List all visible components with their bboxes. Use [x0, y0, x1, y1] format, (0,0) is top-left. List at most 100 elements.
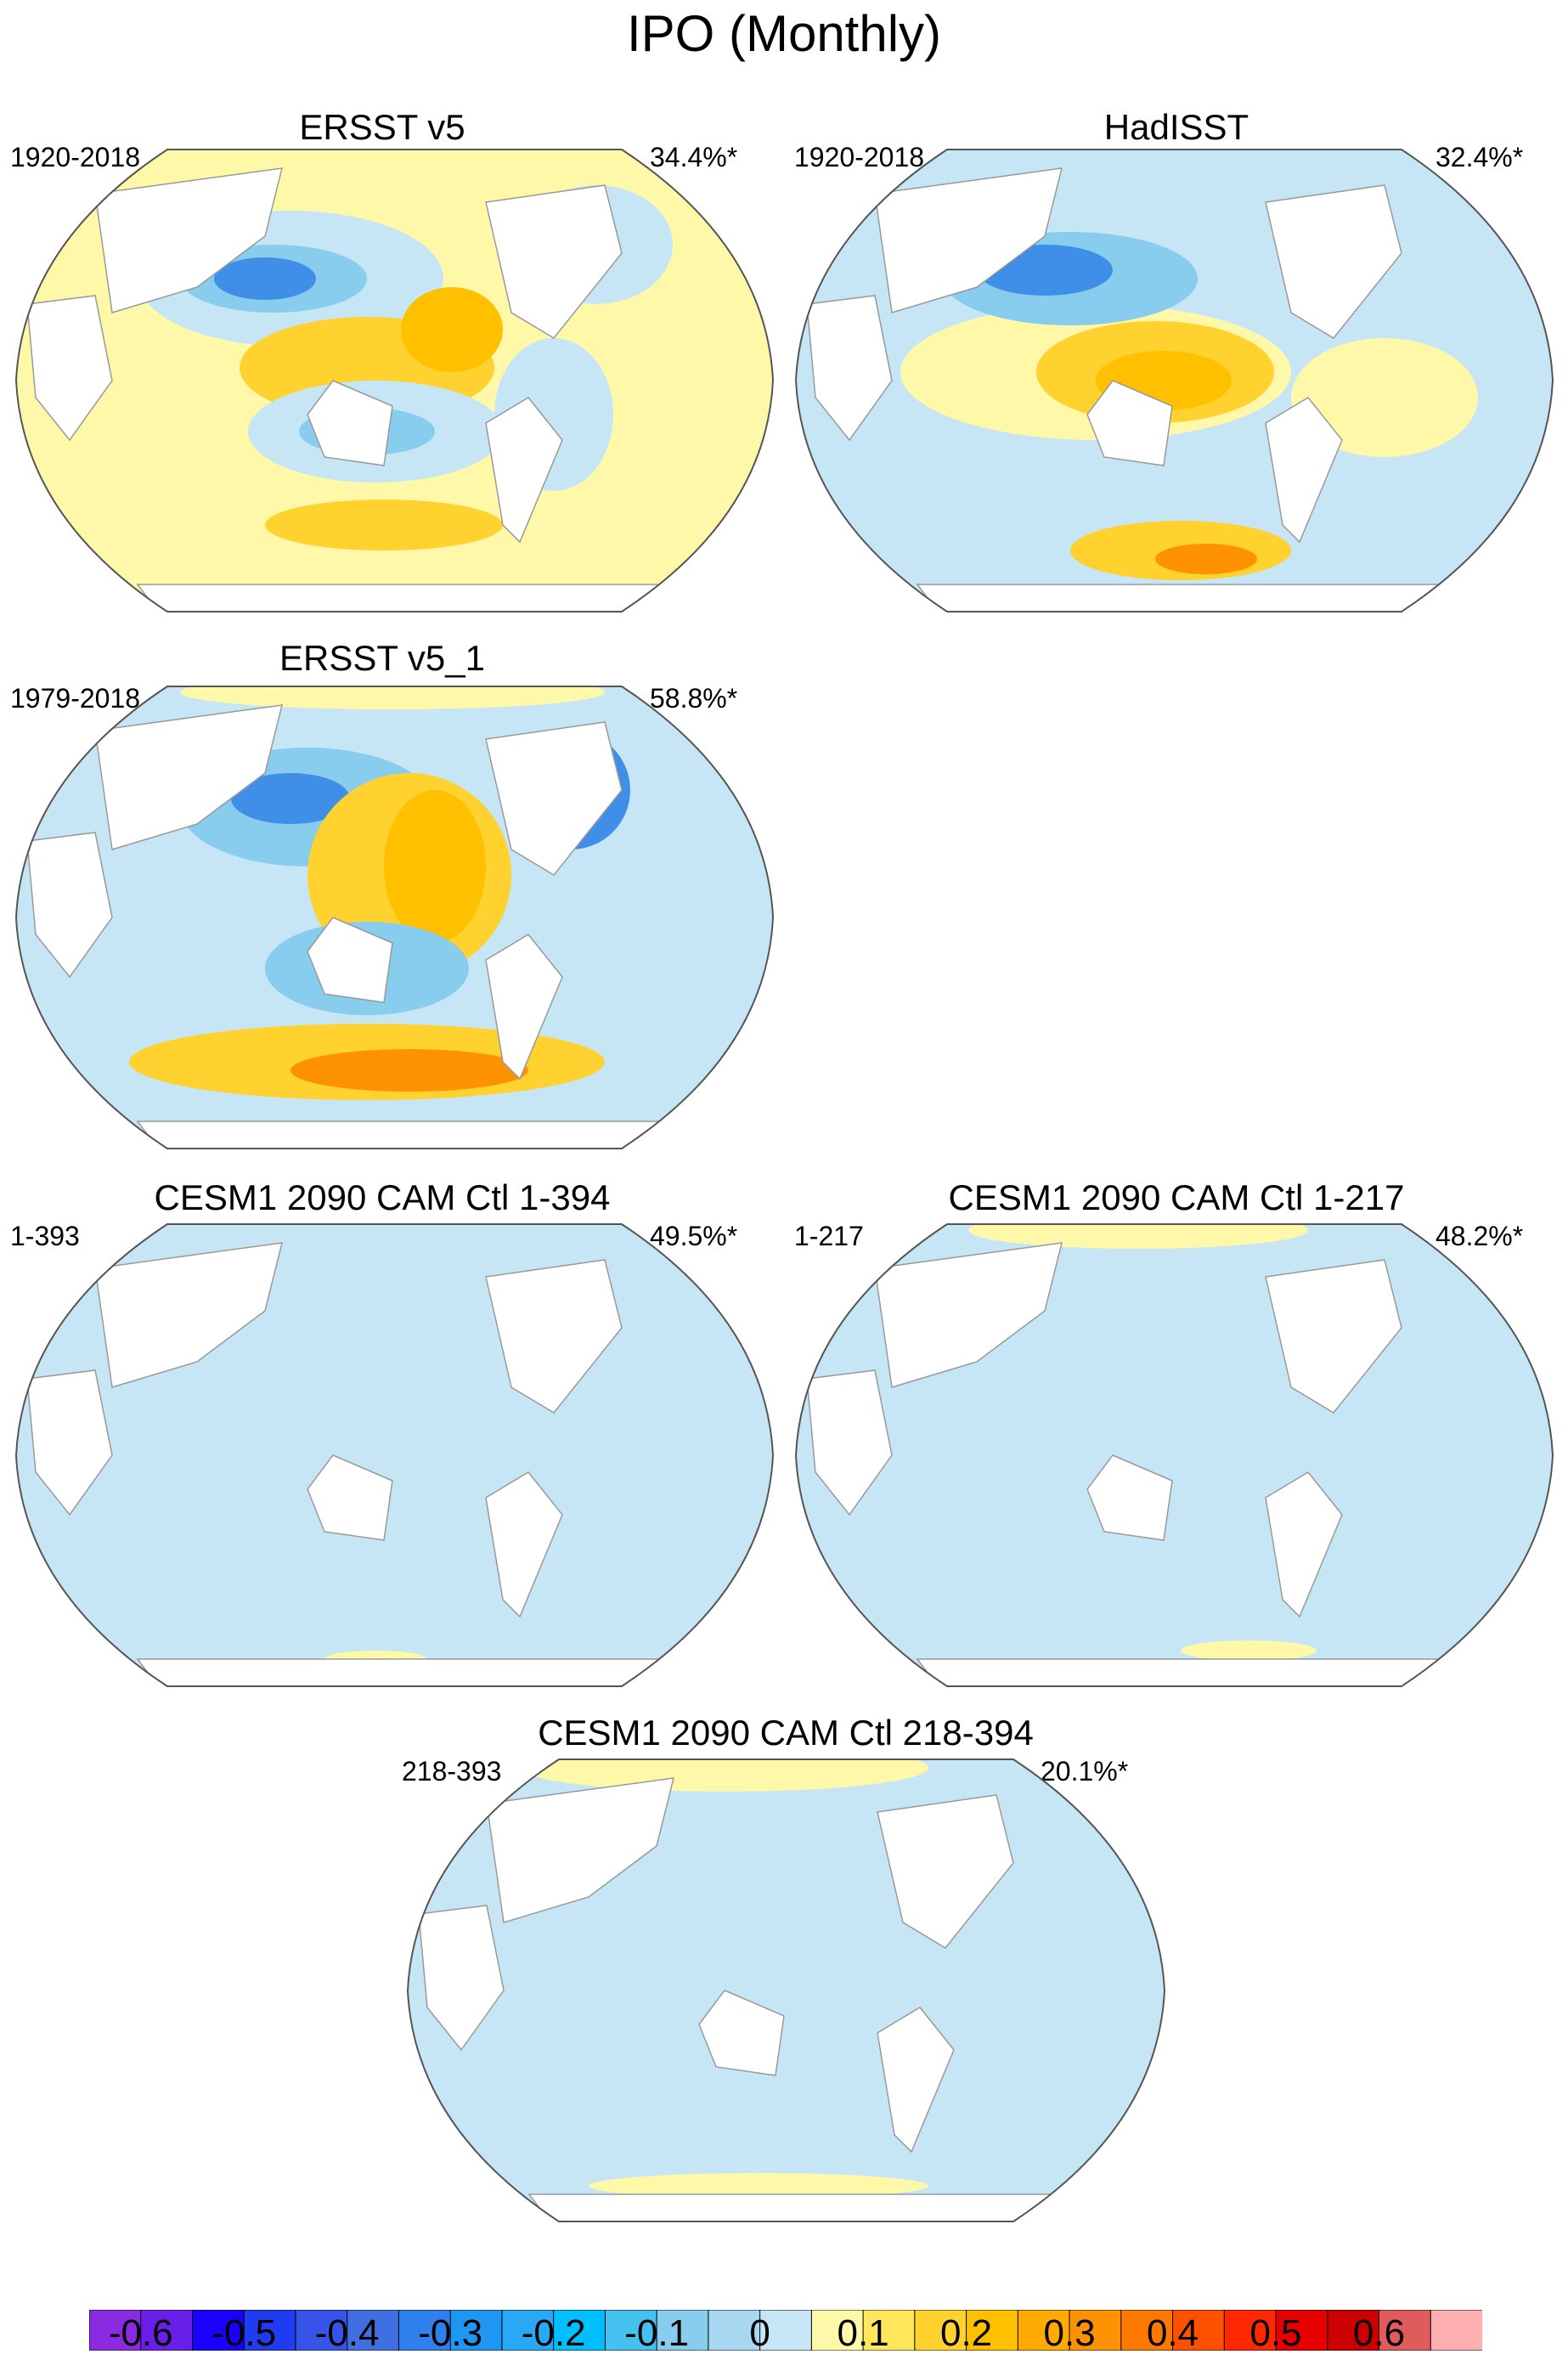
colorbar-tick-label: -0.6 [108, 2312, 173, 2354]
panel-period: 1920-2018 [10, 142, 141, 172]
panel-title: ERSST v5 [299, 107, 465, 147]
landmass-south-america [1265, 397, 1343, 544]
colorbar-tick-label: 0.1 [837, 2312, 889, 2354]
panel-title: HadISST [1103, 107, 1249, 147]
colorbar-swatch [140, 2310, 194, 2351]
colorbar-swatch [243, 2310, 296, 2351]
landmass-africa [806, 295, 893, 442]
landmass-antarctica [136, 584, 674, 612]
anomaly-blob [401, 287, 503, 372]
colorbar-swatch [1327, 2310, 1380, 2351]
colorbar-swatch [1430, 2310, 1482, 2351]
panel-variance: 20.1%* [1041, 1756, 1129, 1787]
anomaly-blob [384, 790, 486, 943]
landmass-australia [307, 917, 393, 1003]
panel-variance: 48.2%* [1435, 1221, 1524, 1251]
landmass-eurasia [94, 704, 283, 850]
landmass-australia [307, 380, 393, 466]
panel-variance: 49.5%* [650, 1221, 738, 1251]
colorbar-tick-label: -0.4 [314, 2312, 380, 2354]
colorbar-swatch [862, 2310, 916, 2351]
panel-title: CESM1 2090 CAM Ctl 218-394 [538, 1713, 1034, 1753]
figure-title: IPO (Monthly) [626, 5, 942, 62]
colorbar-tick-label: -0.1 [624, 2312, 690, 2354]
panel-variance: 34.4%* [650, 142, 738, 172]
panel-period: 218-393 [402, 1756, 502, 1787]
landmass-eurasia [874, 167, 1063, 313]
landmass-south-america [1265, 1471, 1343, 1618]
map-border [794, 149, 1554, 612]
map-ersst-1 [14, 686, 775, 1149]
landmass-africa [26, 832, 113, 979]
map-border [14, 149, 775, 612]
colorbar [89, 2310, 1482, 2351]
anomaly-blob [265, 500, 503, 550]
landmass-north-america [485, 1259, 623, 1414]
map-border [794, 1223, 1554, 1687]
colorbar-tick-label: 0.5 [1249, 2312, 1302, 2354]
anomaly-blob [214, 257, 316, 300]
landmass-antarctica [916, 584, 1454, 612]
anomaly-blob [1155, 544, 1257, 574]
map-hadisst [794, 149, 1554, 612]
landmass-north-america [877, 1794, 1014, 1949]
landmass-north-america [1265, 1259, 1402, 1414]
colorbar-tick-label: 0 [749, 2312, 770, 2354]
map-border [14, 1223, 775, 1687]
landmass-australia [1086, 1454, 1173, 1541]
colorbar-tick-label: -0.3 [418, 2312, 483, 2354]
landmass-antarctica [916, 1658, 1454, 1686]
colorbar-tick-label: -0.2 [521, 2312, 586, 2354]
colorbar-swatch [449, 2310, 503, 2351]
anomaly-blob [1181, 1640, 1317, 1661]
panel-period: 1920-2018 [794, 142, 925, 172]
landmass-antarctica [136, 1658, 674, 1686]
landmass-eurasia [94, 1242, 283, 1388]
map-border [406, 1758, 1166, 2222]
colorbar-swatch [553, 2310, 606, 2351]
colorbar-swatch [347, 2310, 400, 2351]
panel-variance: 58.8%* [650, 683, 738, 714]
landmass-australia [307, 1454, 393, 1541]
colorbar-swatch [1017, 2310, 1071, 2351]
panel-title: CESM1 2090 CAM Ctl 1-217 [948, 1177, 1405, 1217]
landmass-south-america [485, 934, 563, 1081]
colorbar-swatch [1120, 2310, 1174, 2351]
colorbar-swatch [1069, 2310, 1122, 2351]
landmass-australia [1086, 380, 1173, 466]
map-cesm-1-217 [794, 1223, 1554, 1687]
colorbar-swatch [810, 2310, 865, 2351]
landmass-africa [418, 1905, 505, 2052]
landmass-antarctica [136, 1121, 674, 1149]
landmass-south-america [485, 397, 563, 544]
landmass-north-america [485, 184, 623, 339]
anomaly-blob [231, 773, 350, 824]
anomaly-blob [589, 2173, 928, 2199]
map-cesm-1-394 [14, 1223, 775, 1687]
anomaly-blob [1291, 338, 1478, 457]
panel-period: 1979-2018 [10, 683, 141, 714]
landmass-eurasia [874, 1242, 1063, 1388]
panel-variance: 32.4%* [1435, 142, 1524, 172]
panel-period: 1-217 [794, 1221, 864, 1251]
panel-title: CESM1 2090 CAM Ctl 1-394 [154, 1177, 611, 1217]
landmass-africa [26, 295, 113, 442]
landmass-north-america [1265, 184, 1402, 339]
map-cesm-218-394 [406, 1758, 1166, 2222]
anomaly-blob [521, 1759, 928, 1792]
map-ersst [14, 149, 775, 612]
map-border [14, 686, 775, 1149]
landmass-eurasia [486, 1777, 674, 1923]
colorbar-swatch [759, 2310, 813, 2351]
panel-title: ERSST v5_1 [279, 638, 485, 678]
colorbar-tick-label: 0.2 [939, 2312, 993, 2354]
colorbar-tick-label: 0.3 [1043, 2312, 1096, 2354]
anomaly-blob [180, 686, 605, 709]
colorbar-tick-label: 0.6 [1352, 2312, 1406, 2354]
landmass-africa [26, 1369, 113, 1516]
landmass-south-america [877, 2007, 955, 2154]
colorbar-tick-label: 0.4 [1146, 2312, 1199, 2354]
landmass-eurasia [94, 167, 283, 313]
landmass-australia [698, 1990, 785, 2076]
landmass-antarctica [527, 2193, 1066, 2221]
